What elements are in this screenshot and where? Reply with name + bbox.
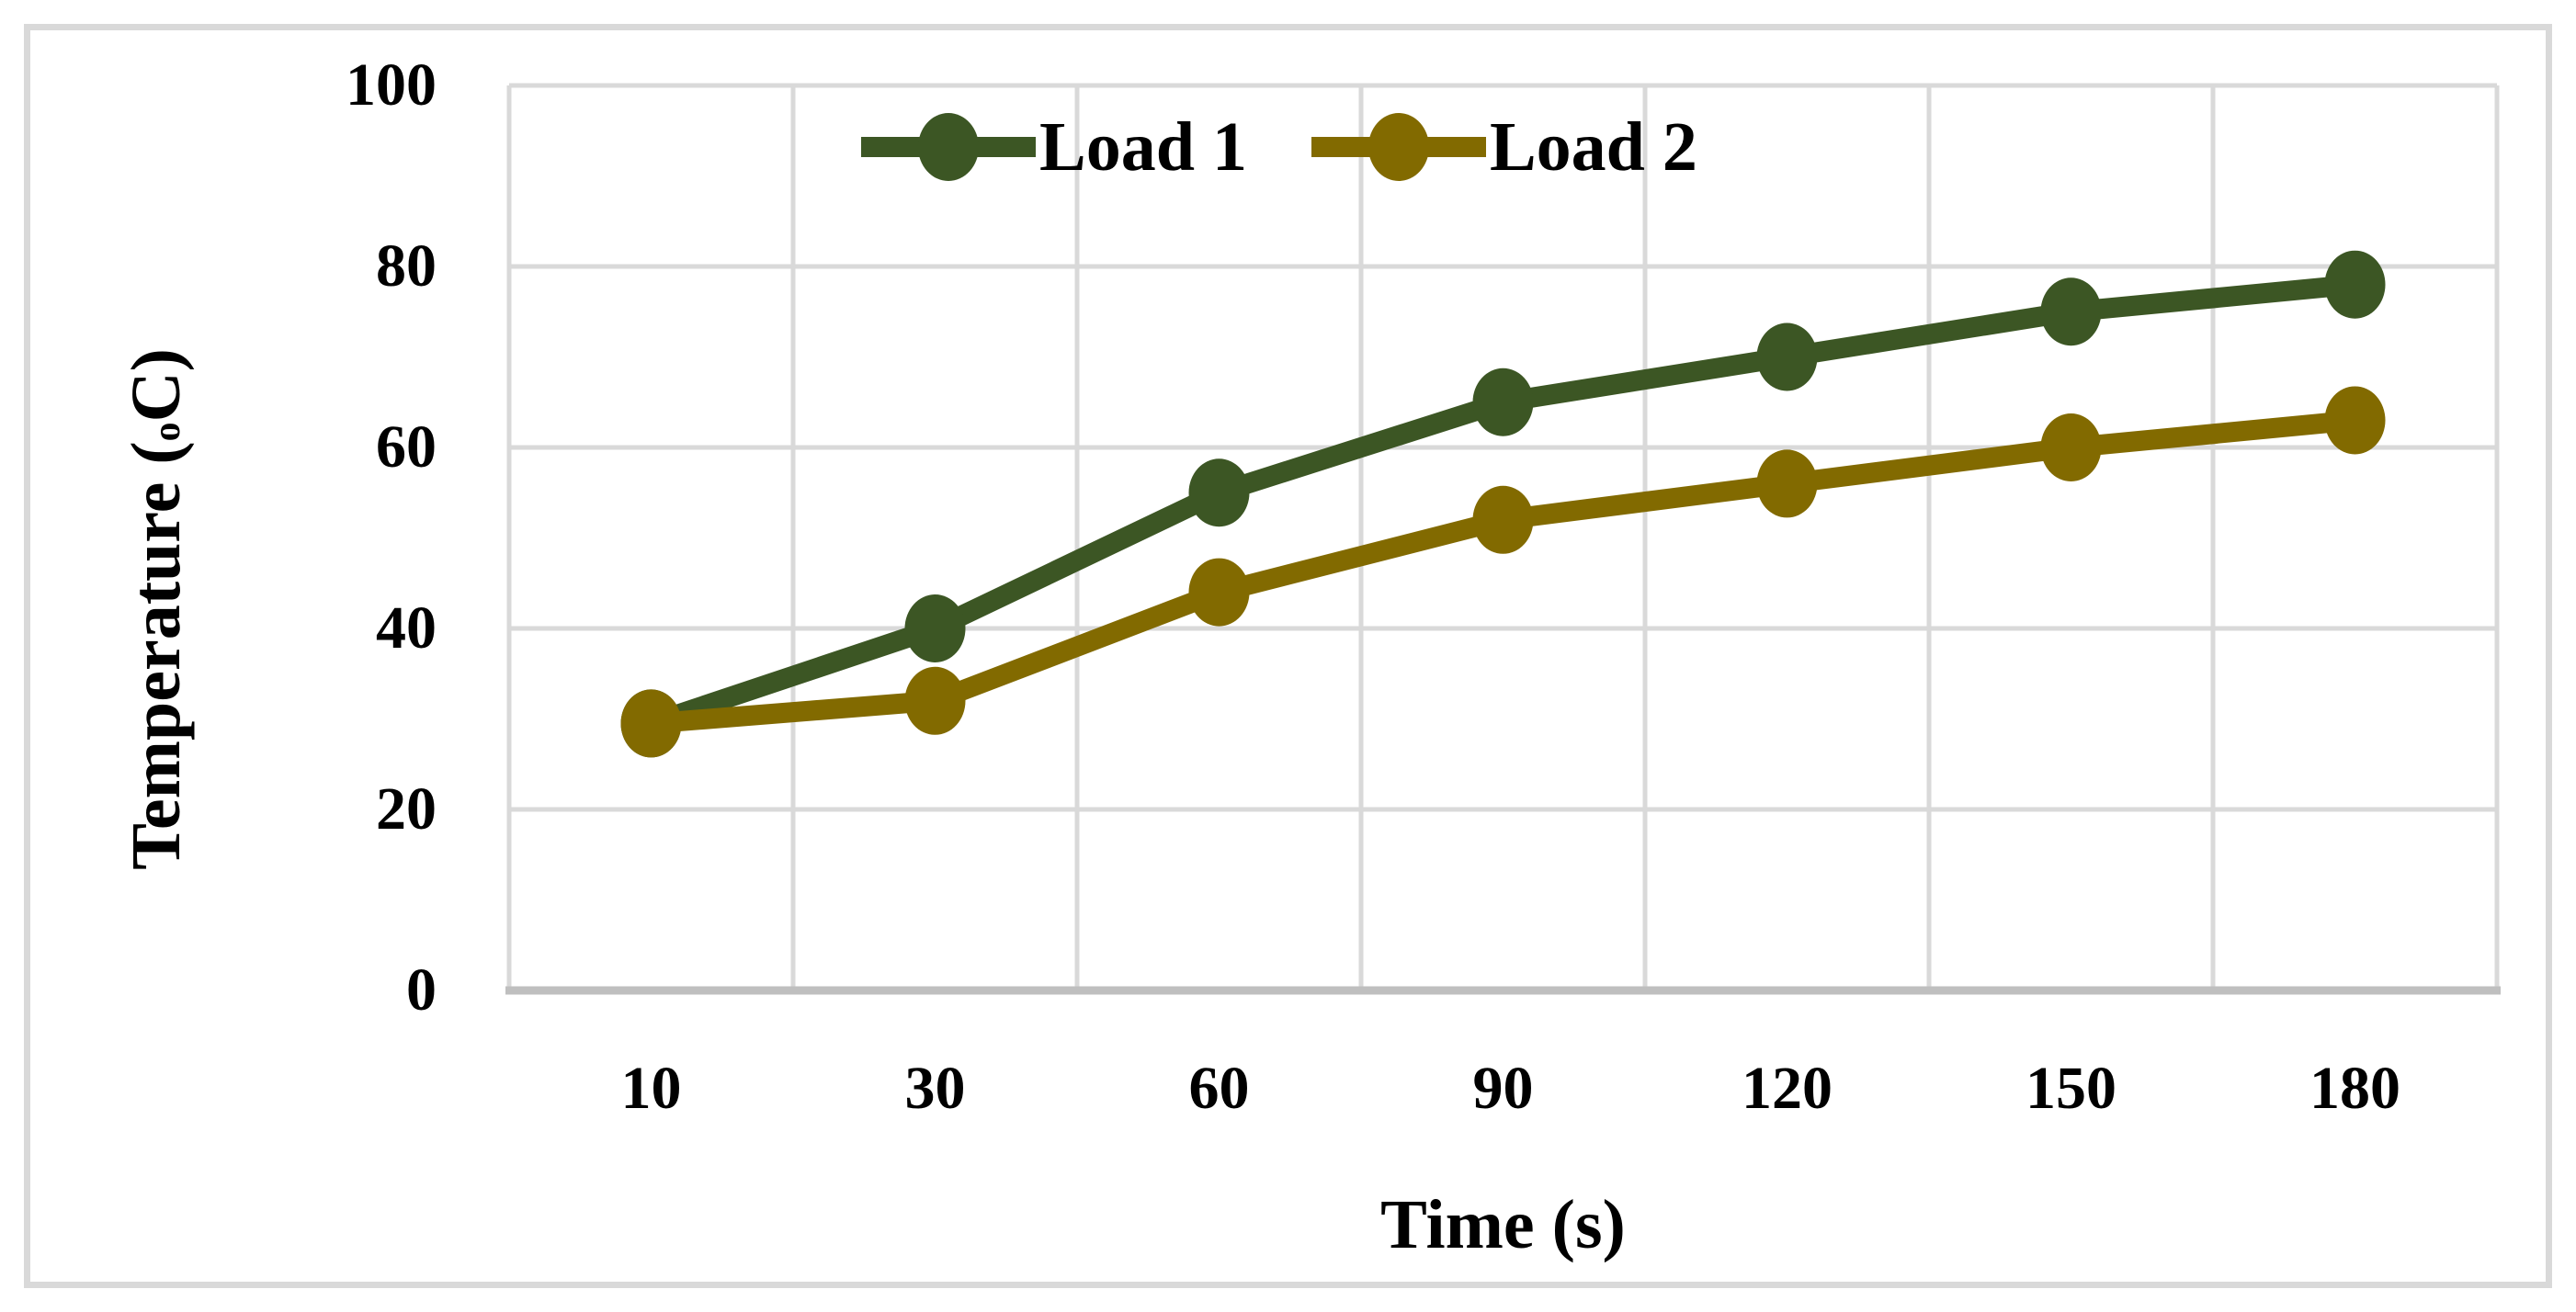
load-1-line-marker-icon [861,113,1036,181]
data-point [1756,449,1818,518]
data-point [2324,250,2386,319]
y-axis-title-text: Temperature ( [118,441,195,870]
legend-label-load-2: Load 2 [1489,108,1697,186]
y-tick-label: 20 [376,775,437,843]
data-point [904,666,966,735]
data-point [904,594,966,662]
load-2-line-marker-icon [1311,113,1486,181]
y-tick-label: 100 [346,51,437,119]
x-axis-title: Time (s) [1380,1186,1626,1263]
legend-item-load-1: Load 1 [861,96,1247,198]
data-point [1188,558,1250,627]
data-point [620,689,682,758]
data-point [1188,458,1250,527]
x-tick-label: 30 [904,1055,966,1122]
y-axis-title: Temperature (oC) [110,242,202,977]
data-point [1472,368,1534,436]
x-tick-label: 120 [1742,1055,1833,1122]
x-tick-label: 60 [1188,1055,1250,1122]
y-tick-label: 60 [376,413,437,481]
y-tick-label: 80 [376,232,437,300]
x-tick-label: 150 [2026,1055,2116,1122]
legend-item-load-2: Load 2 [1311,96,1697,198]
y-tick-label: 40 [376,594,437,662]
data-point [2040,413,2102,481]
x-tick-label: 10 [620,1055,682,1122]
data-point [2324,386,2386,455]
series-load-2 [620,386,2386,758]
y-axis-title-unit: C) [118,348,195,423]
x-tick-label: 180 [2309,1055,2400,1122]
legend: Load 1 Load 2 [861,96,1697,198]
legend-label-load-1: Load 1 [1039,108,1247,186]
data-point [2040,277,2102,346]
data-point [1756,322,1818,391]
degree-superscript: o [146,422,188,442]
x-tick-label: 90 [1472,1055,1534,1122]
y-tick-label: 0 [406,956,437,1024]
data-point [1472,485,1534,554]
